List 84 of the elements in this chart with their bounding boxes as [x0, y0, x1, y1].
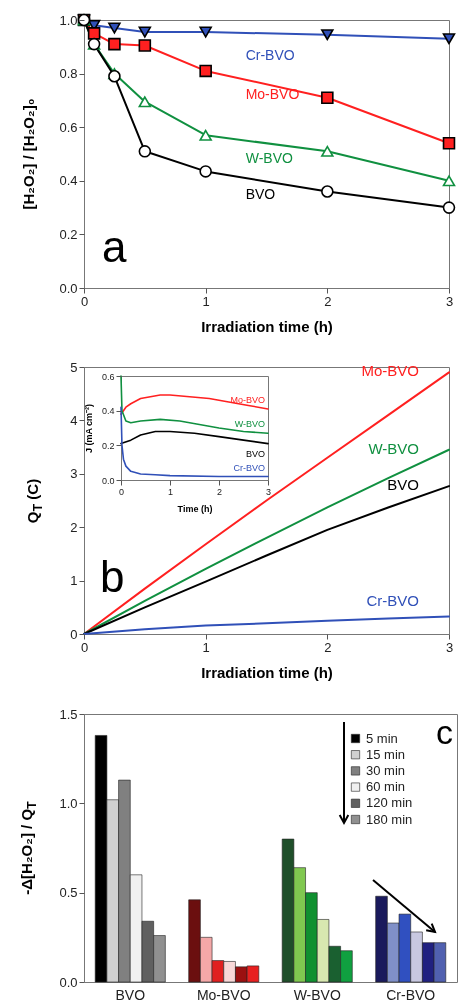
series-label: W-BVO — [368, 439, 419, 457]
y-tick-label: 1 — [70, 573, 78, 589]
y-tick-label: 1.0 — [59, 795, 78, 811]
legend-label: 120 min — [366, 795, 413, 811]
y-tick-label: 2 — [70, 519, 78, 535]
point — [108, 22, 121, 34]
x-axis-title: Irradiation time (h) — [201, 664, 333, 682]
series-label: Cr-BVO — [245, 47, 295, 64]
series-label: Cr-BVO — [366, 592, 419, 610]
y-tick-label: 0.2 — [101, 440, 115, 451]
point — [442, 33, 456, 45]
annotation: b — [100, 552, 125, 601]
x-tick-label: 3 — [445, 293, 454, 309]
x-tick-label: 0 — [118, 486, 125, 497]
x-tick-label: 3 — [445, 639, 454, 655]
point — [442, 201, 456, 214]
line-series — [83, 615, 450, 635]
y-tick-label: 0.0 — [59, 280, 78, 296]
point — [138, 26, 152, 38]
series-label: Mo-BVO — [245, 85, 300, 102]
x-tick-label: Cr-BVO — [386, 986, 436, 1003]
point — [108, 37, 121, 51]
y-axis-title: J (mA cm⁻²) — [83, 403, 94, 454]
x-tick-label: 2 — [324, 293, 332, 309]
x-axis-title: Irradiation time (h) — [201, 318, 333, 336]
x-tick-label: Mo-BVO — [196, 986, 251, 1003]
series-label: BVO — [245, 186, 276, 203]
y-tick-label: 0.2 — [59, 226, 78, 242]
point — [138, 96, 152, 108]
point — [321, 145, 334, 157]
x-tick-label: 3 — [265, 486, 272, 497]
line-series — [120, 406, 269, 478]
point — [199, 165, 212, 178]
y-tick-label: 0.6 — [101, 371, 115, 382]
x-axis-title: Time (h) — [177, 503, 213, 514]
x-tick-label: 1 — [202, 293, 210, 309]
point — [321, 185, 334, 198]
series-label: W-BVO — [234, 419, 265, 430]
x-tick-label: BVO — [115, 986, 146, 1003]
y-tick-label: 4 — [70, 412, 78, 428]
y-tick-label: 0 — [70, 626, 78, 642]
y-tick-label: 1.0 — [59, 12, 78, 28]
y-tick-label: 0.4 — [101, 406, 115, 417]
point — [87, 27, 101, 40]
legend-label: 180 min — [366, 811, 413, 827]
legend-label: 5 min — [366, 730, 398, 746]
legend-label: 60 min — [366, 779, 406, 795]
y-tick-label: 0.8 — [59, 66, 78, 82]
y-axis-title: [H₂O₂] / [H₂O₂]₀ — [19, 98, 37, 210]
x-tick-label: 1 — [202, 639, 210, 655]
y-tick-label: 3 — [70, 466, 78, 482]
point — [138, 145, 152, 158]
point — [199, 129, 212, 141]
point — [199, 26, 212, 38]
point — [321, 91, 334, 104]
legend-label: 30 min — [366, 762, 406, 778]
y-tick-label: 0.0 — [59, 974, 78, 990]
line-series — [120, 375, 269, 434]
point — [138, 39, 152, 52]
x-tick-label: 2 — [216, 486, 223, 497]
line-series — [120, 430, 269, 445]
point — [442, 175, 456, 187]
x-tick-label: 0 — [80, 639, 89, 655]
line-series — [120, 394, 269, 415]
series-label: W-BVO — [245, 150, 293, 167]
x-tick-label: 0 — [80, 293, 89, 309]
point — [199, 64, 212, 78]
x-tick-label: 1 — [167, 486, 174, 497]
series-label: BVO — [245, 448, 265, 459]
series-label: Mo-BVO — [230, 394, 265, 405]
point — [442, 137, 456, 150]
x-tick-label: W-BVO — [293, 986, 341, 1003]
series-label: Cr-BVO — [233, 462, 265, 473]
annotation: a — [102, 222, 127, 271]
annotation: c — [436, 713, 453, 751]
point — [321, 29, 334, 41]
y-tick-label: 0.0 — [101, 475, 115, 486]
legend-label: 15 min — [366, 746, 406, 762]
y-tick-label: 0.4 — [59, 173, 78, 189]
y-tick-label: 0.5 — [59, 885, 78, 901]
y-tick-label: 5 — [70, 359, 78, 375]
y-tick-label: 1.5 — [59, 706, 78, 722]
y-tick-label: 0.6 — [59, 119, 78, 135]
x-tick-label: 2 — [324, 639, 332, 655]
